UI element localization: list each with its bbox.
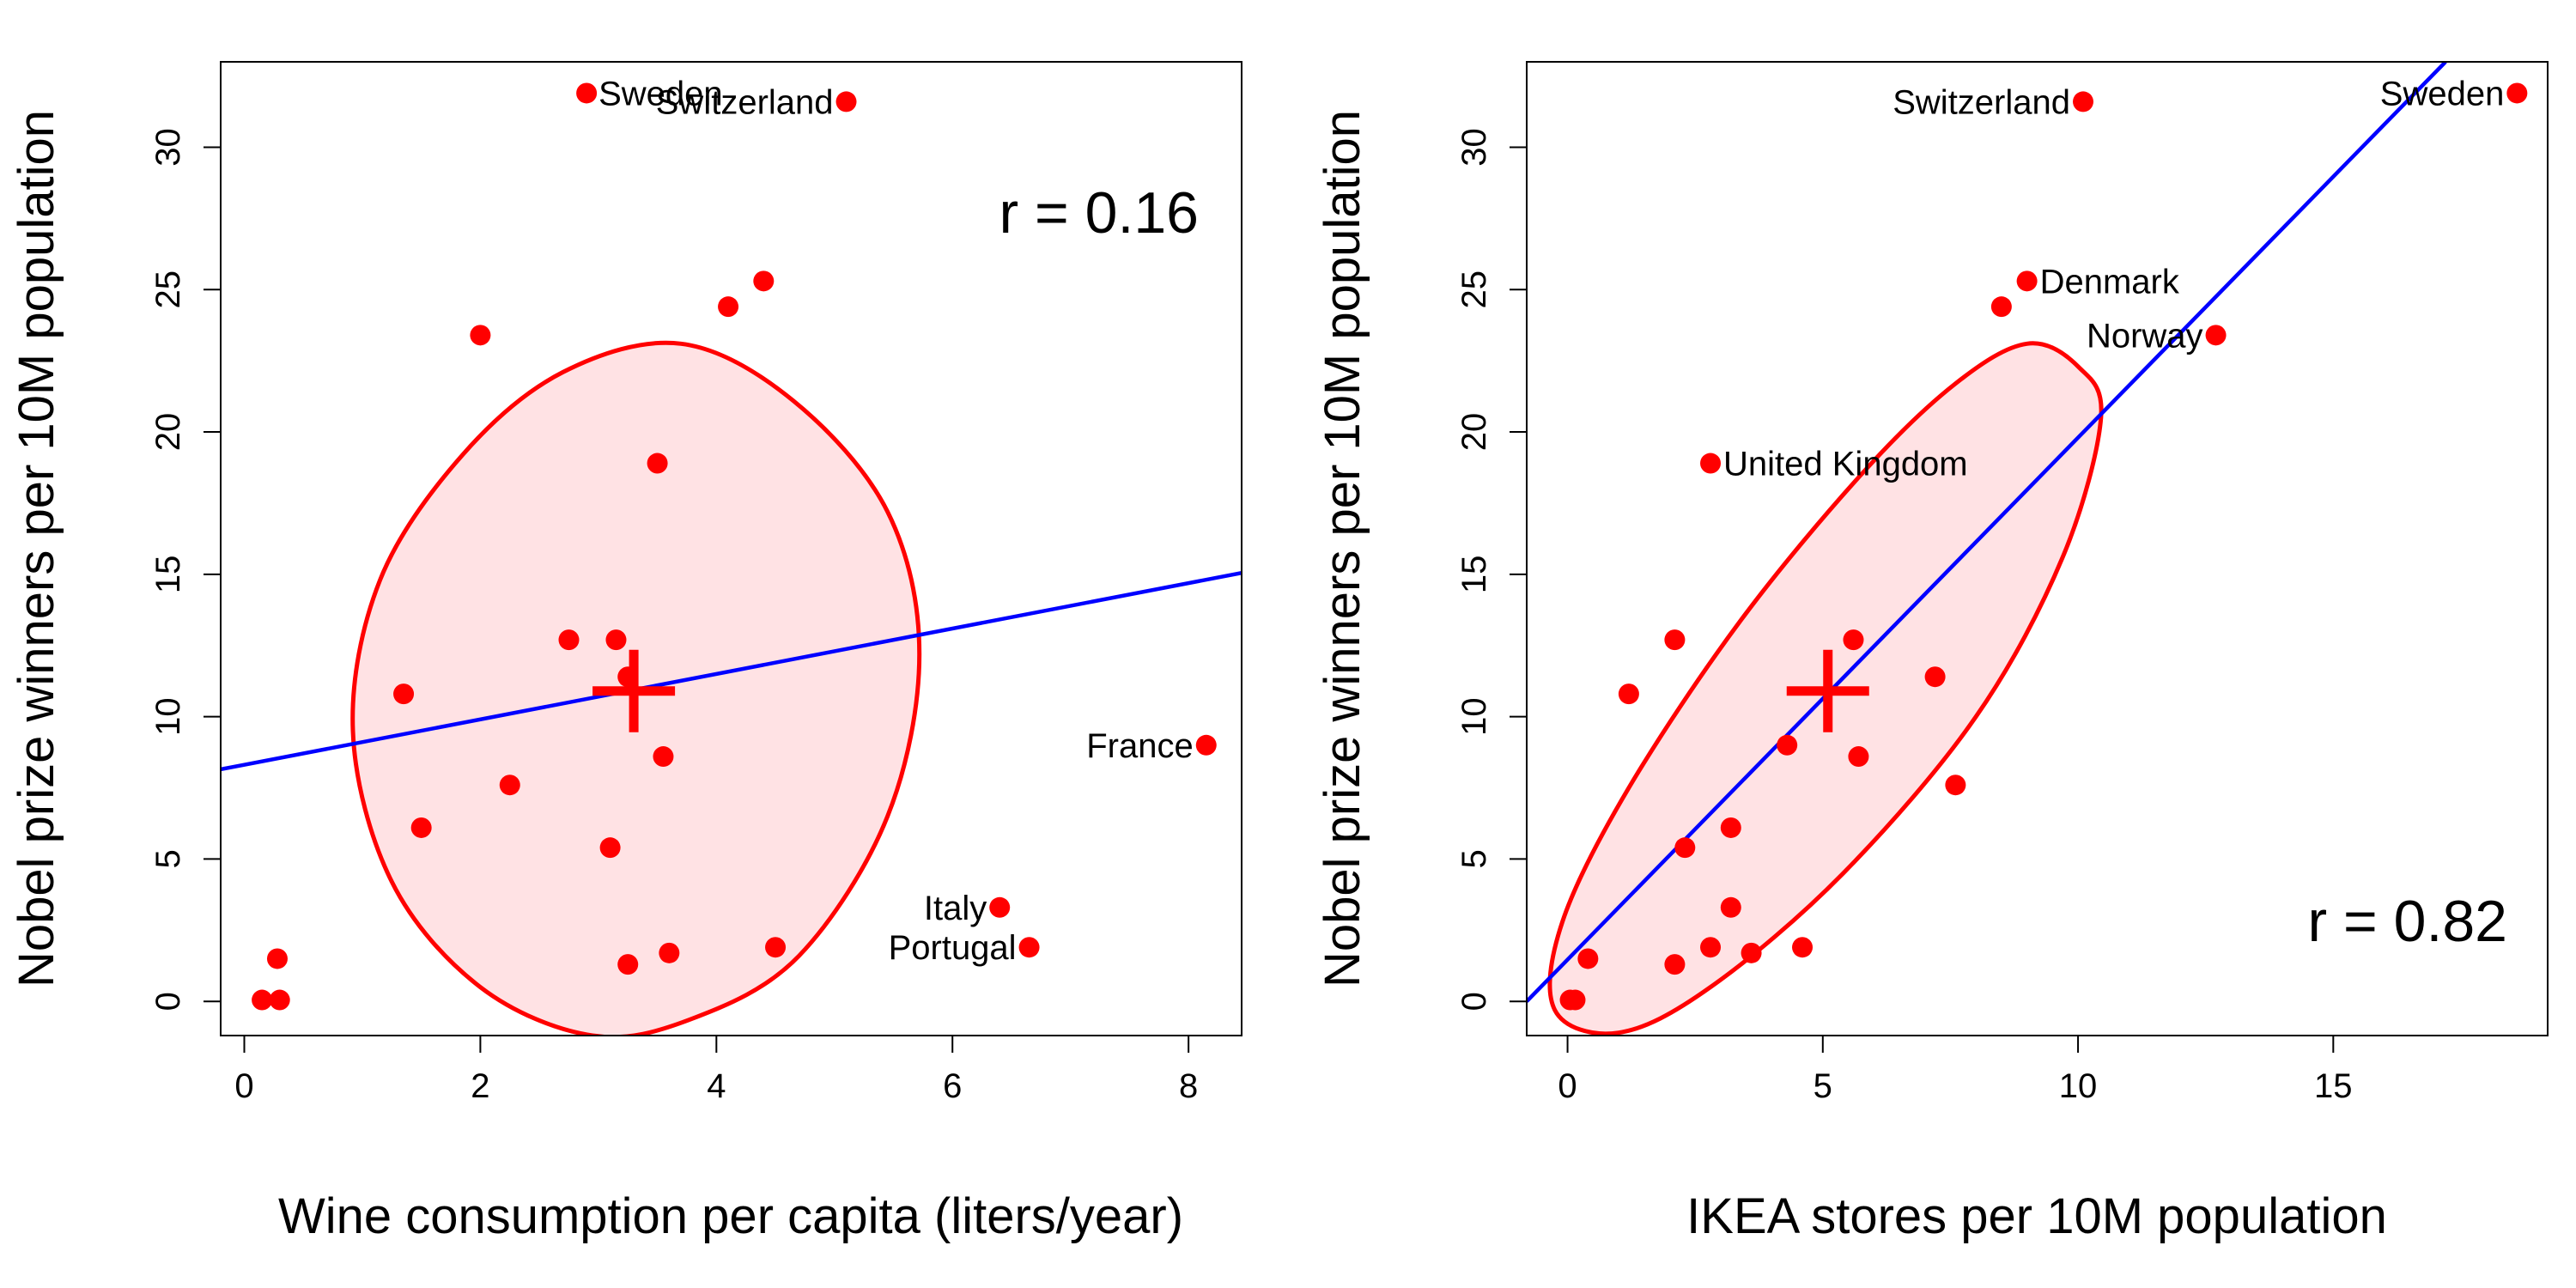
x-tick-label: 10: [2059, 1067, 2098, 1105]
data-point: [1720, 896, 1741, 918]
y-tick-label: 0: [149, 992, 187, 1011]
data-point: [266, 948, 288, 969]
regression-line: [221, 570, 1242, 772]
x-axis: 0 5 10 15: [1558, 1036, 2353, 1105]
data-point: [617, 954, 639, 975]
y-tick-label: 15: [149, 556, 187, 594]
x-tick-label: 6: [943, 1067, 962, 1105]
data-point: [410, 817, 432, 838]
data-point: [1848, 746, 1869, 768]
data-point: [653, 746, 674, 768]
data-point: [1741, 942, 1762, 963]
data-point: [2016, 270, 2038, 292]
data-point: [252, 989, 273, 1011]
data-point: [765, 937, 787, 958]
y-tick-label: 15: [1455, 556, 1493, 594]
point-label: United Kingdom: [1723, 446, 1968, 483]
plot-frame: [220, 61, 1242, 1036]
y-tick-label: 10: [149, 697, 187, 736]
point-label: Portugal: [889, 929, 1017, 967]
regression-line: [1527, 62, 2447, 1003]
y-axis: 0 5 10 15 20 25 30: [149, 128, 221, 1011]
data-point: [1577, 948, 1599, 969]
plot-frame: [1526, 61, 2549, 1036]
data-point: [2073, 91, 2094, 112]
ikea-panel: Sweden Switzerland Denmark Norway United Kin…: [1315, 61, 2549, 1244]
x-tick-label: 0: [234, 1067, 253, 1105]
point-label: Italy: [924, 890, 987, 927]
plot-area: [221, 340, 1242, 1036]
x-tick-label: 8: [1179, 1067, 1198, 1105]
data-point: [1792, 937, 1814, 958]
data-point: [605, 629, 627, 651]
y-tick-label: 30: [1455, 128, 1493, 167]
data-point: [1564, 989, 1586, 1011]
y-axis: 0 5 10 15 20 25 30: [1455, 128, 1527, 1011]
data-point: [1018, 937, 1040, 958]
data-point: [1674, 837, 1696, 859]
data-point: [470, 325, 491, 346]
x-tick-label: 15: [2314, 1067, 2353, 1105]
x-tick-label: 2: [471, 1067, 489, 1105]
data-point: [659, 942, 680, 963]
data-point: [1843, 629, 1864, 651]
y-tick-label: 20: [149, 413, 187, 451]
data-point: [1945, 775, 1966, 796]
data-point: [269, 989, 290, 1011]
data-point: [1195, 734, 1217, 756]
y-tick-label: 20: [1455, 413, 1493, 451]
point-label: Switzerland: [1893, 83, 2070, 121]
data-point: [599, 837, 621, 859]
x-tick-label: 0: [1558, 1067, 1577, 1105]
y-tick-label: 25: [1455, 270, 1493, 309]
x-axis-label: IKEA stores per 10M population: [1686, 1188, 2387, 1244]
data-point: [1924, 666, 1946, 688]
y-axis-label: Nobel prize winners per 10M population: [1315, 110, 1370, 987]
data-point: [718, 296, 739, 318]
y-tick-label: 5: [149, 849, 187, 868]
data-point: [1700, 453, 1722, 474]
data-point: [989, 896, 1011, 918]
correlation-label: r = 0.82: [2308, 889, 2508, 954]
data-point: [2506, 82, 2528, 104]
point-label: Switzerland: [656, 83, 834, 121]
plot-area: [1527, 62, 2447, 1036]
y-tick-label: 30: [149, 128, 187, 167]
plot-content: Sweden Switzerland Denmark Norway United Kin…: [1527, 62, 2528, 1036]
data-point: [753, 270, 775, 292]
data-point: [1700, 937, 1722, 958]
point-label: France: [1086, 727, 1194, 765]
data-point: [617, 666, 639, 688]
data-point: [1990, 296, 2012, 318]
data-point: [499, 775, 520, 796]
data-point: [1618, 683, 1639, 705]
x-tick-label: 5: [1814, 1067, 1832, 1105]
data-point: [393, 683, 415, 705]
data-point: [1777, 734, 1798, 756]
correlation-label: r = 0.16: [999, 180, 1200, 246]
data-point: [1664, 954, 1686, 975]
y-axis-label: Nobel prize winners per 10M population: [9, 110, 64, 987]
data-point: [1664, 629, 1686, 651]
y-tick-label: 25: [149, 270, 187, 309]
data-point: [558, 629, 580, 651]
point-label: Sweden: [598, 75, 723, 112]
point-label: Norway: [2087, 317, 2203, 355]
x-axis: 0 2 4 6 8: [234, 1036, 1198, 1105]
y-tick-label: 10: [1455, 697, 1493, 736]
data-point: [2205, 325, 2227, 346]
point-label: Denmark: [2040, 263, 2180, 301]
point-label: Sweden: [2380, 75, 2505, 112]
data-point: [647, 453, 668, 474]
x-axis-label: Wine consumption per capita (liters/year…: [278, 1188, 1183, 1244]
data-point: [576, 82, 598, 104]
y-tick-label: 0: [1455, 992, 1493, 1011]
data-point: [835, 91, 857, 112]
data-point: [1720, 817, 1741, 838]
x-tick-label: 4: [707, 1067, 726, 1105]
y-tick-label: 5: [1455, 849, 1493, 868]
